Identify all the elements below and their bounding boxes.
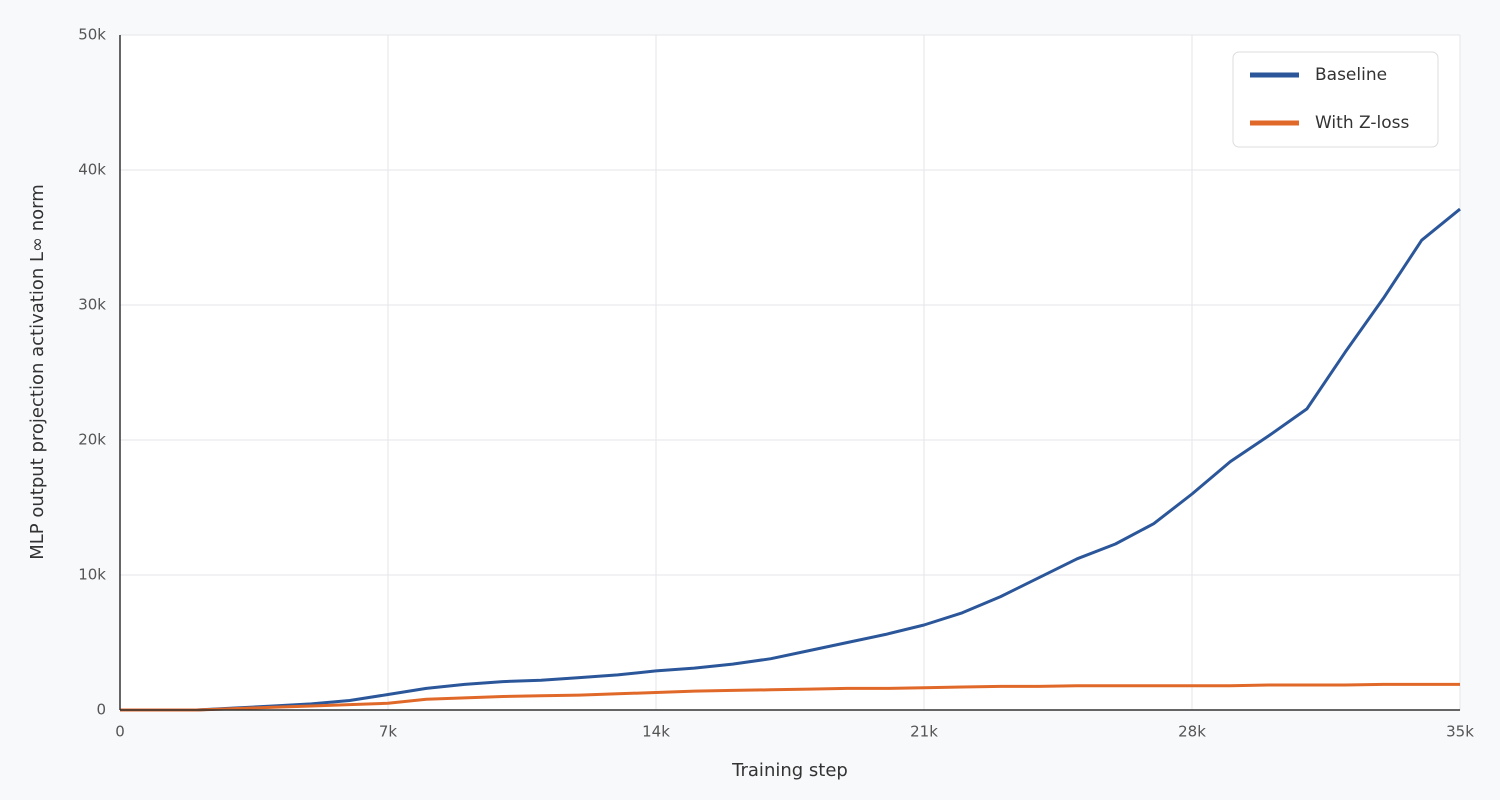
- x-tick-label: 0: [115, 723, 125, 741]
- y-tick-label: 40k: [78, 161, 106, 179]
- lines: [120, 207, 1461, 712]
- y-tick-label: 30k: [78, 296, 106, 314]
- legend: Baseline With Z-loss: [1232, 51, 1439, 148]
- series-line: [120, 207, 1461, 712]
- y-axis-label: MLP output projection activation L∞ norm: [27, 184, 48, 560]
- legend-label: Baseline: [1315, 65, 1387, 85]
- x-axis-label: Training step: [731, 760, 848, 781]
- x-tick-label: 14k: [642, 723, 670, 741]
- legend-label: With Z-loss: [1315, 113, 1409, 133]
- y-tick-label: 20k: [78, 431, 106, 449]
- y-tick-label: 50k: [78, 26, 106, 44]
- plot-area: [120, 35, 1460, 710]
- series-line: [120, 682, 1460, 712]
- x-tick-label: 7k: [379, 723, 398, 741]
- y-tick-label: 0: [96, 701, 106, 719]
- grid: [119, 34, 1461, 711]
- y-tick-label: 10k: [78, 566, 106, 584]
- x-tick-label: 35k: [1446, 723, 1474, 741]
- x-tick-label: 21k: [910, 723, 938, 741]
- x-tick-label: 28k: [1178, 723, 1206, 741]
